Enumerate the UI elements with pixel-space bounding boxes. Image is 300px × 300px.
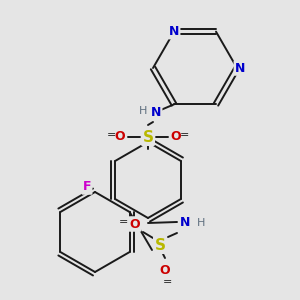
Text: F: F	[83, 181, 91, 194]
Text: N: N	[151, 106, 161, 118]
Text: S: S	[142, 130, 154, 145]
Text: O: O	[160, 263, 170, 277]
Text: =: =	[106, 130, 116, 140]
Text: O: O	[171, 130, 181, 143]
Text: O: O	[130, 218, 140, 230]
Text: N: N	[235, 61, 245, 74]
Text: O: O	[115, 130, 125, 143]
Text: H: H	[139, 106, 147, 116]
Text: S: S	[154, 238, 166, 253]
Text: N: N	[180, 217, 190, 230]
Text: =: =	[163, 277, 173, 287]
Text: =: =	[118, 217, 128, 227]
Text: N: N	[169, 25, 179, 38]
Text: H: H	[197, 218, 205, 228]
Text: =: =	[180, 130, 189, 140]
